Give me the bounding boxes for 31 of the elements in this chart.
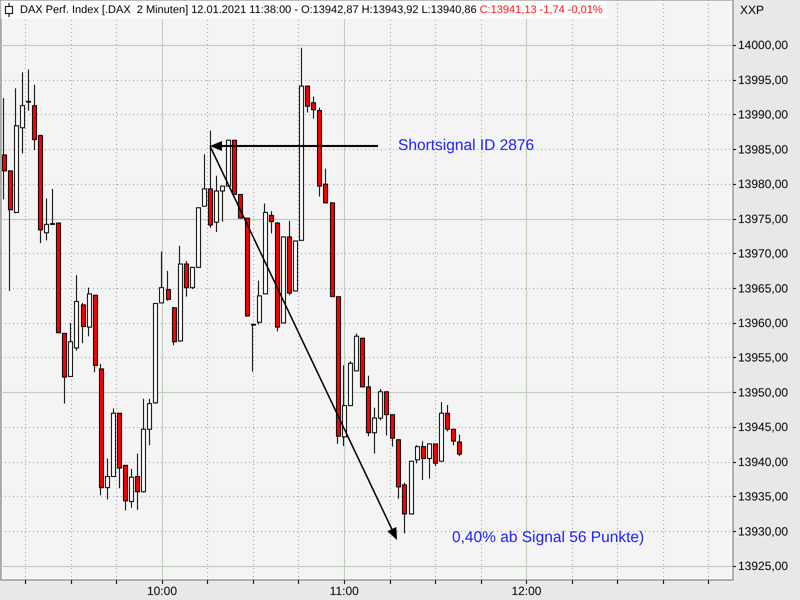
y-tick-label: 13965,00	[738, 281, 788, 296]
y-tick-label: 13925,00	[738, 559, 788, 574]
y-tick-label: 13960,00	[738, 316, 788, 330]
candlestick	[251, 323, 256, 372]
y-tick-label: 13975,00	[738, 212, 788, 226]
y-tick-label: 13945,00	[738, 420, 788, 434]
y-axis-title: XXP	[740, 3, 764, 17]
annotation: 0,40% ab Signal 56 Punkte)	[452, 529, 644, 546]
y-tick-label: 13995,00	[738, 72, 788, 87]
candlestick	[245, 218, 250, 318]
chart-title: DAX Perf. Index [.DAX 2 Minuten] 12.01.2021 11:38:00 - O:13942,87 H:13943,92 L:13940,86	[20, 4, 477, 16]
x-tick-label: 10:00	[146, 584, 178, 598]
y-tick-label: 13980,00	[738, 177, 788, 192]
candlestick	[409, 460, 414, 515]
y-tick-label: 13985,00	[738, 142, 788, 156]
candlestick	[257, 280, 262, 325]
y-tick-label: 13935,00	[738, 490, 788, 504]
y-tick-label: 13930,00	[738, 524, 788, 538]
y-tick-label: 13970,00	[738, 246, 788, 261]
annotation: Shortsignal ID 2876	[398, 137, 534, 154]
y-tick-label: 13955,00	[738, 350, 788, 365]
y-tick-label: 14000,00	[738, 38, 788, 52]
y-tick-label: 13990,00	[738, 108, 788, 122]
x-tick-label: 12:00	[511, 584, 542, 598]
x-tick-label: 11:00	[330, 584, 360, 598]
candlestick	[26, 68, 31, 111]
candlestick	[457, 434, 462, 456]
candlestick	[166, 270, 171, 302]
y-tick-label: 13950,00	[738, 385, 788, 400]
y-tick-label: 13940,00	[738, 454, 788, 469]
chart-subtitle: C:13941,13 -1,74 -0,01%	[478, 4, 603, 16]
